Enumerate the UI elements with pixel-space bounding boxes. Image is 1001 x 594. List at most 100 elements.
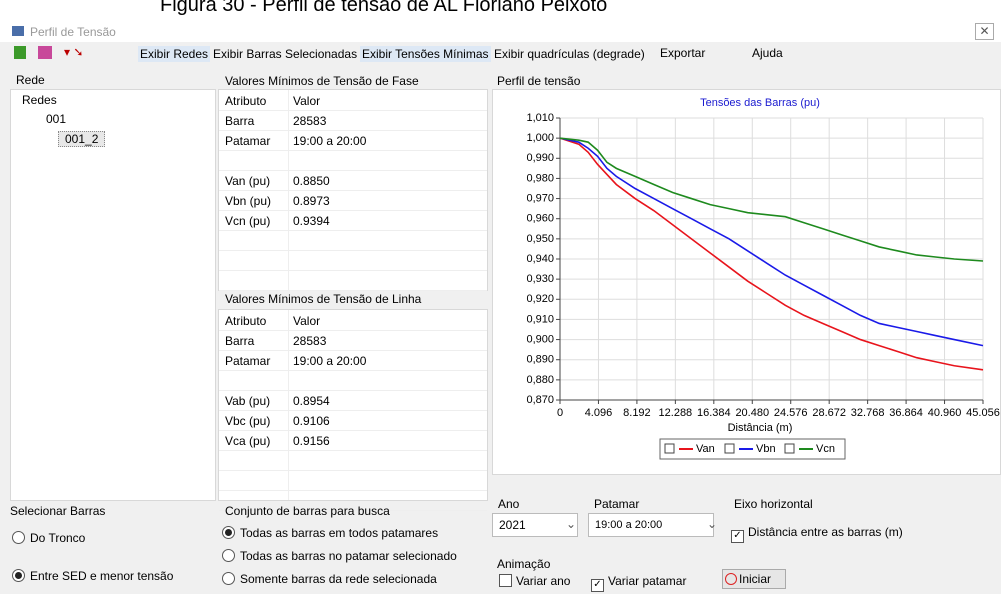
row-line (219, 330, 487, 331)
checkbox[interactable]: Variar ano (499, 574, 570, 588)
line-series (559, 137, 984, 262)
combo[interactable]: 19:00 a 20:00 (588, 513, 714, 537)
window-title: Perfil de Tensão (30, 25, 116, 39)
cell: Patamar (225, 354, 271, 368)
cell: 19:00 a 20:00 (293, 354, 367, 368)
combo-arrow: ⌄ (707, 517, 718, 531)
cell: Atributo (225, 94, 267, 108)
icon[interactable]: ▾ ➘ (64, 45, 84, 59)
radio-button[interactable] (222, 526, 235, 539)
radio[interactable]: Do Tronco (12, 531, 85, 545)
cell: Vab (pu) (225, 394, 271, 408)
toolbar: ▾ ➘ (0, 43, 1001, 64)
x-tick-label: 8.192 (623, 407, 651, 419)
tree-item[interactable]: 001 (46, 112, 67, 126)
x-tick-label: 0 (557, 407, 563, 419)
legend-label: Vbn (756, 443, 776, 455)
label: Ano (498, 497, 520, 511)
row-line (219, 510, 487, 511)
tree-item[interactable]: Redes (22, 93, 57, 107)
toolbar-button[interactable]: Exibir Redes (138, 46, 211, 62)
cell: Valor (293, 94, 321, 108)
tree-item[interactable]: 001_2 (58, 131, 106, 147)
group-title: Valores Mínimos de Tensão de Fase (225, 74, 419, 88)
cell: 0.8850 (293, 174, 330, 188)
y-tick-label: 1,010 (526, 112, 554, 124)
radio[interactable]: Somente barras da rede selecionada (222, 572, 437, 586)
toolbar-button[interactable]: Exibir quadrículas (degrade) (492, 46, 647, 62)
cell: Vbc (pu) (225, 414, 271, 428)
radio-button[interactable] (222, 549, 235, 562)
row-line (219, 370, 487, 371)
row-line (219, 490, 487, 491)
toolbar-button[interactable]: Exibir Barras Selecionadas (211, 46, 360, 62)
column-line (288, 310, 289, 500)
radio[interactable]: Entre SED e menor tensão (12, 569, 173, 583)
combo-arrow: ⌄ (566, 517, 577, 531)
group-title: Valores Mínimos de Tensão de Linha (225, 292, 422, 306)
label: Eixo horizontal (734, 497, 813, 511)
cell: Atributo (225, 314, 267, 328)
cell: Barra (225, 114, 255, 128)
y-tick-label: 0,970 (526, 192, 554, 204)
tree-label: Rede (16, 73, 45, 87)
row-line (219, 170, 487, 171)
app-icon (12, 26, 24, 36)
label: Animação (497, 557, 551, 571)
cell: Vbn (pu) (225, 194, 272, 208)
icon[interactable] (14, 46, 26, 59)
y-tick-label: 0,960 (526, 213, 554, 225)
checkbox[interactable]: ✓ Distância entre as barras (m) (731, 525, 903, 543)
panel-title: Perfil de tensão (497, 74, 581, 88)
row-line (219, 230, 487, 231)
cell: Barra (225, 334, 255, 348)
cell: 0.9394 (293, 214, 330, 228)
group-title: Conjunto de barras para busca (225, 504, 390, 518)
cell: 0.8973 (293, 194, 330, 208)
cell: 0.9106 (293, 414, 330, 428)
row-line (219, 130, 487, 131)
checkbox[interactable]: ✓ Variar patamar (591, 574, 686, 592)
radio-button[interactable] (12, 569, 25, 582)
toolbar-button[interactable]: Ajuda (752, 46, 783, 60)
toolbar-button[interactable]: Exportar (660, 46, 706, 60)
x-tick-label: 45.056 (966, 407, 1000, 419)
row-line (219, 210, 487, 211)
y-tick-label: 0,990 (526, 152, 554, 164)
line-series (559, 137, 984, 347)
row-line (219, 390, 487, 391)
button-icon (725, 573, 737, 585)
chart-title: Tensões das Barras (pu) (700, 97, 820, 109)
radio-button[interactable] (222, 572, 235, 585)
radio-button[interactable] (12, 531, 25, 544)
cell: 0.8954 (293, 394, 330, 408)
legend-checkbox (724, 443, 735, 454)
x-tick-label: 4.096 (585, 407, 613, 419)
tree (10, 89, 216, 501)
toolbar-button[interactable]: Exibir Tensões Mínimas (360, 46, 491, 62)
y-tick-label: 0,890 (526, 354, 554, 366)
x-axis-label: Distância (m) (728, 422, 793, 434)
x-tick-label: 16.384 (697, 407, 731, 419)
checkbox-box[interactable] (499, 574, 512, 587)
combo[interactable]: 2021 (492, 513, 578, 537)
checkbox-box[interactable]: ✓ (731, 530, 744, 543)
chart: Tensões das Barras (pu) 0,870 0,880 0,890 0,… (526, 97, 1000, 460)
close-button[interactable]: ✕ (975, 23, 994, 40)
cell: Vcn (pu) (225, 214, 271, 228)
radio[interactable]: Todas as barras em todos patamares (222, 526, 438, 540)
cell: Vca (pu) (225, 434, 271, 448)
row-line (219, 110, 487, 111)
row-line (219, 470, 487, 471)
x-tick-label: 24.576 (774, 407, 808, 419)
button[interactable]: Iniciar (722, 569, 786, 589)
checkbox-box[interactable]: ✓ (591, 579, 604, 592)
caption: Figura 30 - Perfil de tensão de AL Flori… (160, 0, 608, 16)
x-tick-label: 40.960 (928, 407, 962, 419)
radio[interactable]: Todas as barras no patamar selecionado (222, 549, 457, 563)
y-tick-label: 0,920 (526, 293, 554, 305)
icon[interactable] (38, 46, 52, 59)
y-tick-label: 0,880 (526, 374, 554, 386)
legend-label: Vcn (816, 443, 835, 455)
